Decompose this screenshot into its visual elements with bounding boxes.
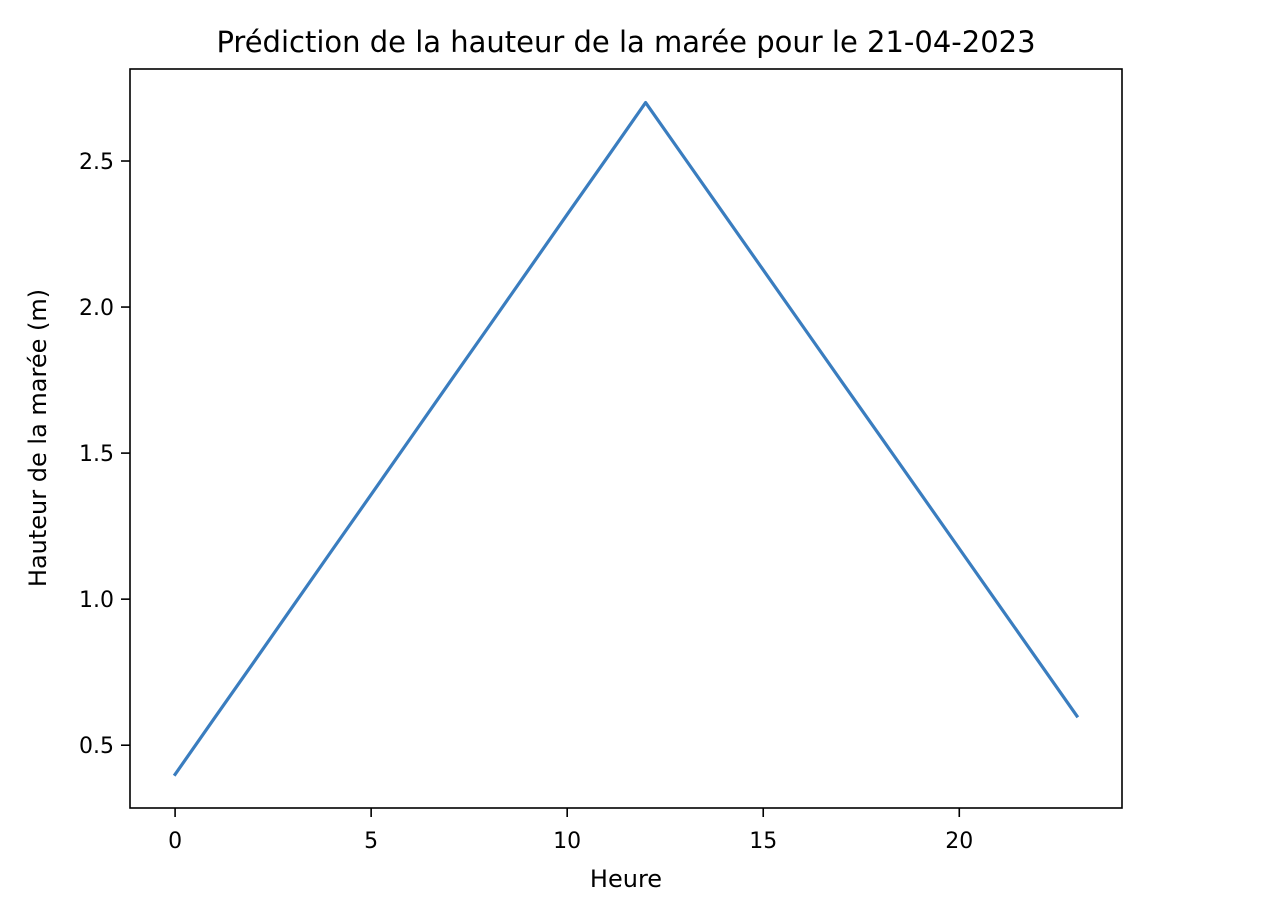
y-tick-label: 1.5: [79, 442, 114, 467]
x-tick-label: 15: [749, 829, 777, 854]
series-line-0: [172, 100, 1080, 777]
x-tick-label: 10: [553, 829, 581, 854]
series-layer: [172, 100, 1080, 777]
x-tick-label: 20: [945, 829, 973, 854]
plot-area: [130, 69, 1122, 808]
y-tick-label: 2.0: [79, 296, 114, 321]
y-tick-label: 1.0: [79, 588, 114, 613]
x-tick-label: 5: [364, 829, 378, 854]
y-axis-label: Hauteur de la marée (m): [24, 289, 52, 587]
x-axis-ticks: 0 5 10 15 20: [168, 808, 973, 854]
plot-frame: [129, 68, 1123, 809]
y-tick-label: 0.5: [79, 734, 114, 759]
y-axis-ticks: 0.5 1.0 1.5 2.0 2.5: [79, 150, 130, 759]
chart-title: Prédiction de la hauteur de la marée pou…: [216, 25, 1035, 59]
y-tick-label: 2.5: [79, 150, 114, 175]
x-axis-label: Heure: [590, 865, 662, 893]
x-tick-label: 0: [168, 829, 182, 854]
